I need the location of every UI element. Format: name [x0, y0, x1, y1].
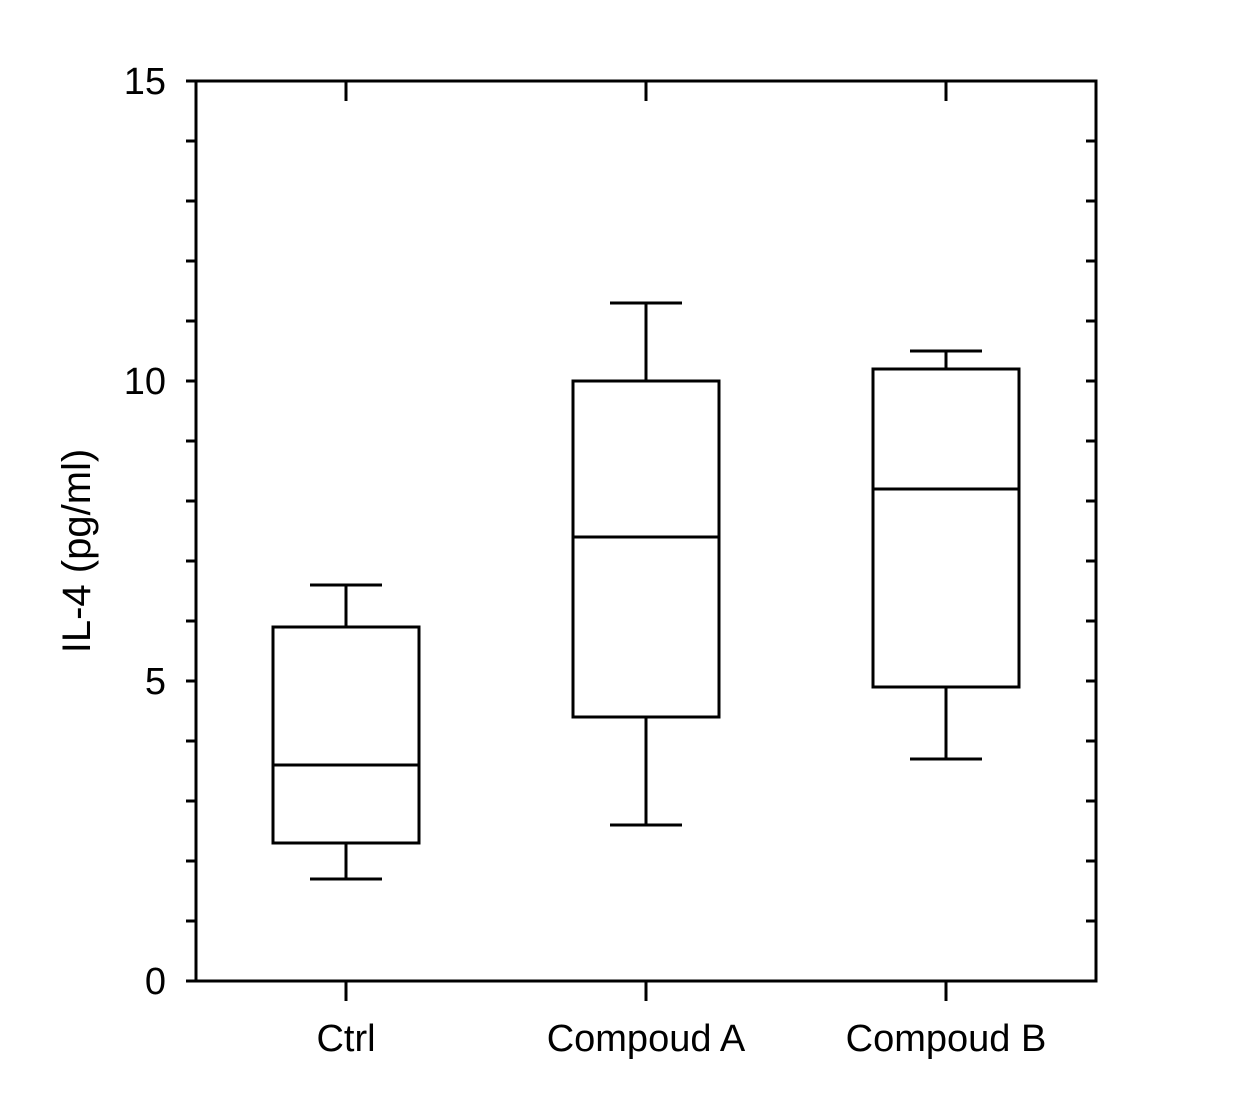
y-tick-label: 10: [124, 361, 166, 403]
box-compoud-a: [571, 301, 721, 827]
interquartile-box: [571, 379, 721, 719]
box-ctrl: [271, 583, 421, 881]
y-tick-label: 0: [145, 961, 166, 1003]
boxes-group: [271, 301, 1021, 881]
y-axis-label: IL-4 (pg/ml): [55, 449, 99, 654]
y-tick-label: 15: [124, 61, 166, 103]
axis-ticks: [186, 79, 1096, 1001]
x-tick-labels: Ctrl Compoud A Compoud B: [316, 1018, 1046, 1060]
interquartile-box: [271, 625, 421, 845]
x-tick-label: Compoud A: [547, 1018, 746, 1060]
y-tick-labels: 0 5 10 15: [124, 61, 166, 1003]
x-tick-label: Ctrl: [316, 1018, 375, 1060]
interquartile-box: [871, 367, 1021, 689]
x-tick-label: Compoud B: [846, 1018, 1047, 1060]
y-tick-label: 5: [145, 661, 166, 703]
box-compoud-b: [871, 349, 1021, 761]
